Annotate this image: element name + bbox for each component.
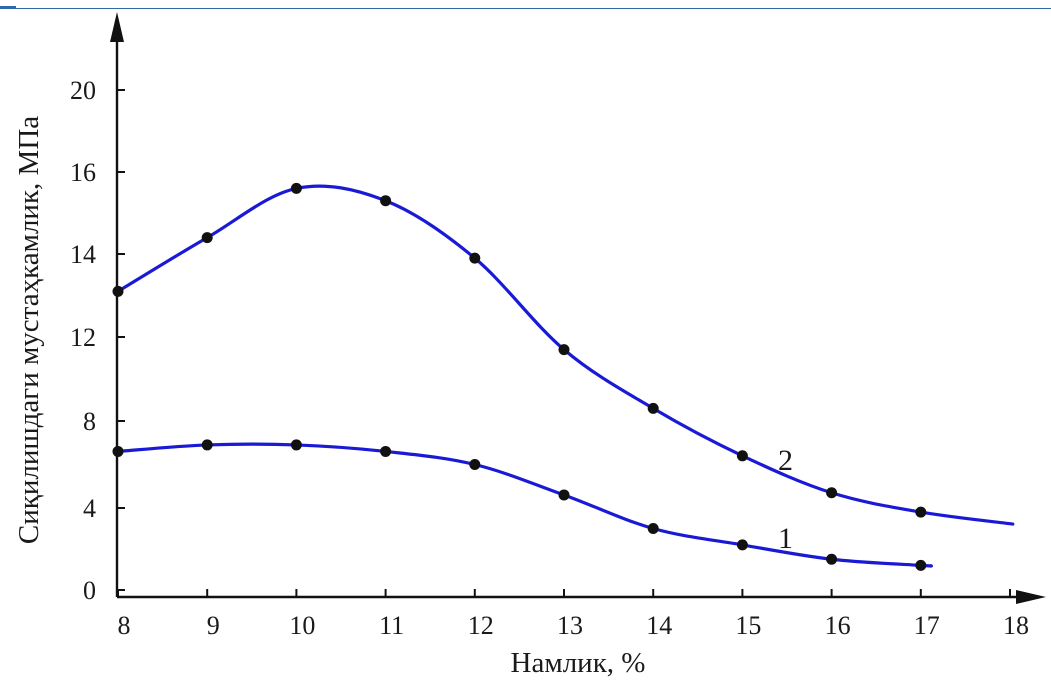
curves	[116, 184, 1015, 568]
series-1-point	[647, 523, 659, 534]
series-1-point	[201, 439, 213, 451]
y-axis-arrow	[110, 12, 124, 42]
x-tick-label: 8	[118, 611, 131, 640]
series-2-point	[915, 506, 927, 518]
series-1-point	[736, 539, 748, 551]
x-tick-label: 9	[207, 611, 220, 640]
series-1-point	[290, 439, 302, 451]
series-2-point	[469, 252, 481, 264]
series-2-point	[380, 195, 392, 207]
x-tick-label: 14	[646, 611, 672, 640]
y-tick-label: 20	[70, 76, 96, 105]
x-tick-label: 18	[1003, 611, 1029, 640]
curve-label-1: 1	[778, 522, 793, 555]
y-tick-label: 14	[70, 240, 96, 269]
x-tick-label: 13	[557, 611, 583, 640]
x-tick-label: 11	[379, 611, 404, 640]
series-2-point	[736, 450, 748, 462]
x-tick-label: 17	[914, 611, 940, 640]
series-2-point	[290, 182, 302, 194]
x-tick-label: 12	[468, 611, 494, 640]
points	[112, 182, 927, 571]
x-axis-title: Намлик, %	[511, 647, 646, 679]
y-tick-label: 4	[83, 494, 96, 523]
series-1-line	[116, 442, 933, 568]
x-tick-label: 15	[735, 611, 761, 640]
y-tick-label: 8	[83, 407, 96, 436]
series-1-point	[112, 445, 124, 457]
series-2-point	[558, 344, 570, 356]
series-2-point	[201, 232, 213, 244]
x-tick-label: 10	[289, 611, 315, 640]
y-tick-label: 0	[83, 576, 96, 605]
x-tick-label: 16	[825, 611, 851, 640]
x-axis-arrow	[1016, 590, 1046, 604]
y-tick-label: 12	[70, 323, 96, 352]
series-2-line	[116, 184, 1015, 526]
series-1-point	[469, 459, 481, 470]
y-tick-label: 16	[70, 158, 96, 187]
curve-label-2: 2	[778, 444, 793, 477]
top-rule	[0, 8, 1051, 9]
axes	[110, 12, 1046, 604]
series-1-point	[380, 445, 392, 457]
series-1-point	[558, 489, 570, 501]
series-2-point	[647, 402, 659, 414]
series-2-point	[112, 285, 124, 297]
top-rule-tick	[0, 6, 16, 8]
series-1-point	[826, 553, 838, 565]
y-axis-title: Сиқилишдаги мустаҳкамлик, МПа	[13, 116, 45, 544]
series-2-point	[826, 487, 838, 499]
series-1-point	[915, 559, 927, 571]
